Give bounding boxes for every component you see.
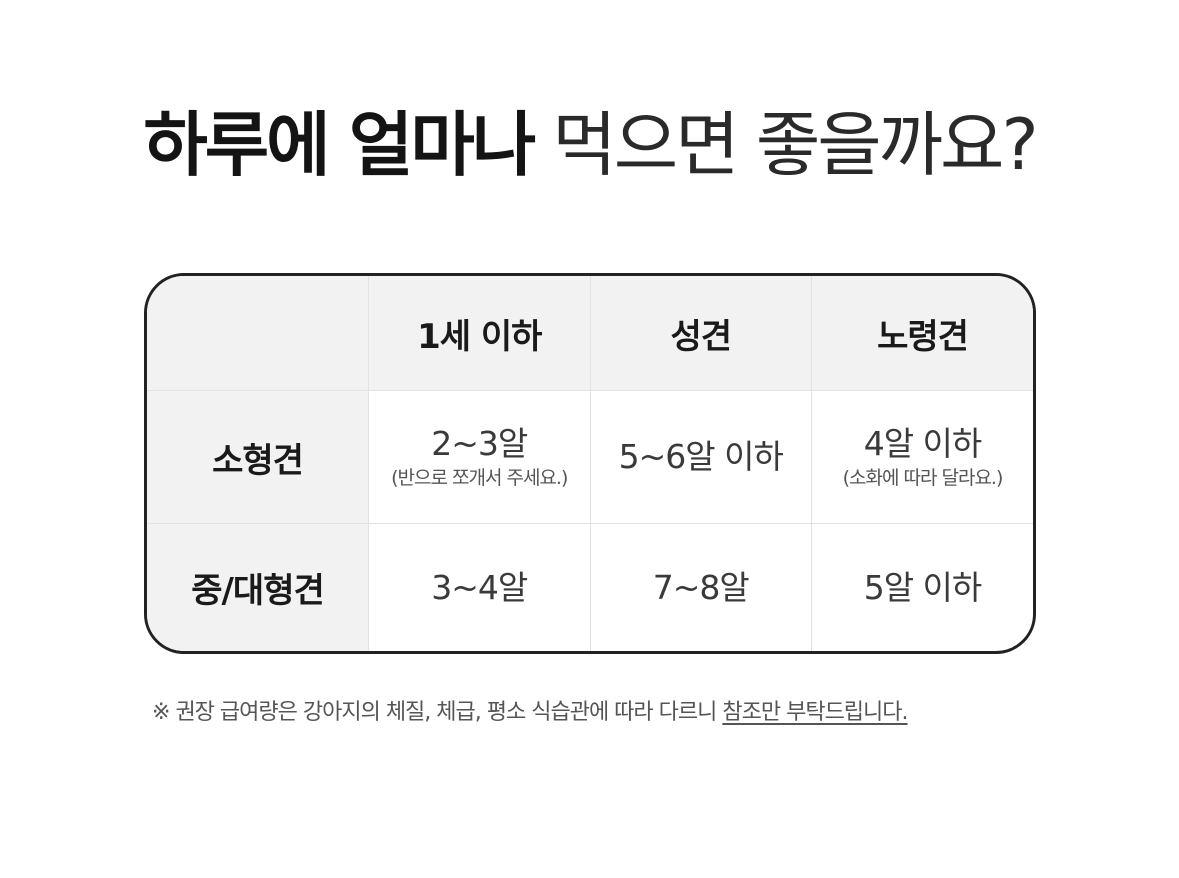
table-cell: 3~4알 (368, 523, 591, 651)
feeding-table: 1세 이하 성견 노령견 소형견 2~3알 (반으로 쪼개서 주세요.) 5~6… (144, 273, 1036, 654)
cell-amount: 5~6알 이하 (618, 437, 784, 476)
footnote-mark: ※ (152, 700, 170, 725)
title-bold: 하루에 얼마나 (143, 104, 536, 186)
table-row: 중/대형견 3~4알 7~8알 5알 이하 (147, 523, 1033, 651)
cell-amount: 2~3알 (431, 424, 528, 463)
footnote-underlined-text: 참조만 부탁드립니다. (722, 700, 908, 725)
table-cell: 5알 이하 (811, 523, 1033, 651)
table-cell: 7~8알 (589, 523, 812, 651)
column-header-puppy: 1세 이하 (368, 276, 591, 391)
footnote-text: 권장 급여량은 강아지의 체질, 체급, 평소 식습관에 따라 다르니 (175, 700, 717, 725)
page-title: 하루에 얼마나 먹으면 좋을까요? (0, 100, 1179, 190)
cell-note: (반으로 쪼개서 주세요.) (391, 467, 568, 489)
table-corner-cell (147, 276, 369, 391)
title-light: 먹으면 좋을까요? (552, 104, 1038, 186)
footnote: ※ 권장 급여량은 강아지의 체질, 체급, 평소 식습관에 따라 다르니 참조… (152, 694, 909, 726)
row-header-medium-large: 중/대형견 (147, 523, 369, 651)
column-header-adult: 성견 (589, 276, 812, 391)
column-header-senior: 노령견 (811, 276, 1033, 391)
cell-note: (소화에 따라 달라요.) (842, 467, 1004, 489)
cell-amount: 3~4알 (431, 567, 528, 607)
row-header-small: 소형견 (147, 390, 369, 524)
cell-amount: 4알 이하 (863, 424, 983, 463)
table-cell: 2~3알 (반으로 쪼개서 주세요.) (368, 390, 591, 524)
table-cell: 5~6알 이하 (589, 390, 812, 524)
table-header-row: 1세 이하 성견 노령견 (147, 276, 1033, 391)
table-row: 소형견 2~3알 (반으로 쪼개서 주세요.) 5~6알 이하 4알 이하 (소… (147, 390, 1033, 524)
feeding-table-grid: 1세 이하 성견 노령견 소형견 2~3알 (반으로 쪼개서 주세요.) 5~6… (147, 276, 1033, 651)
table-cell: 4알 이하 (소화에 따라 달라요.) (811, 390, 1033, 524)
cell-amount: 7~8알 (652, 567, 750, 607)
cell-amount: 5알 이하 (863, 567, 983, 607)
